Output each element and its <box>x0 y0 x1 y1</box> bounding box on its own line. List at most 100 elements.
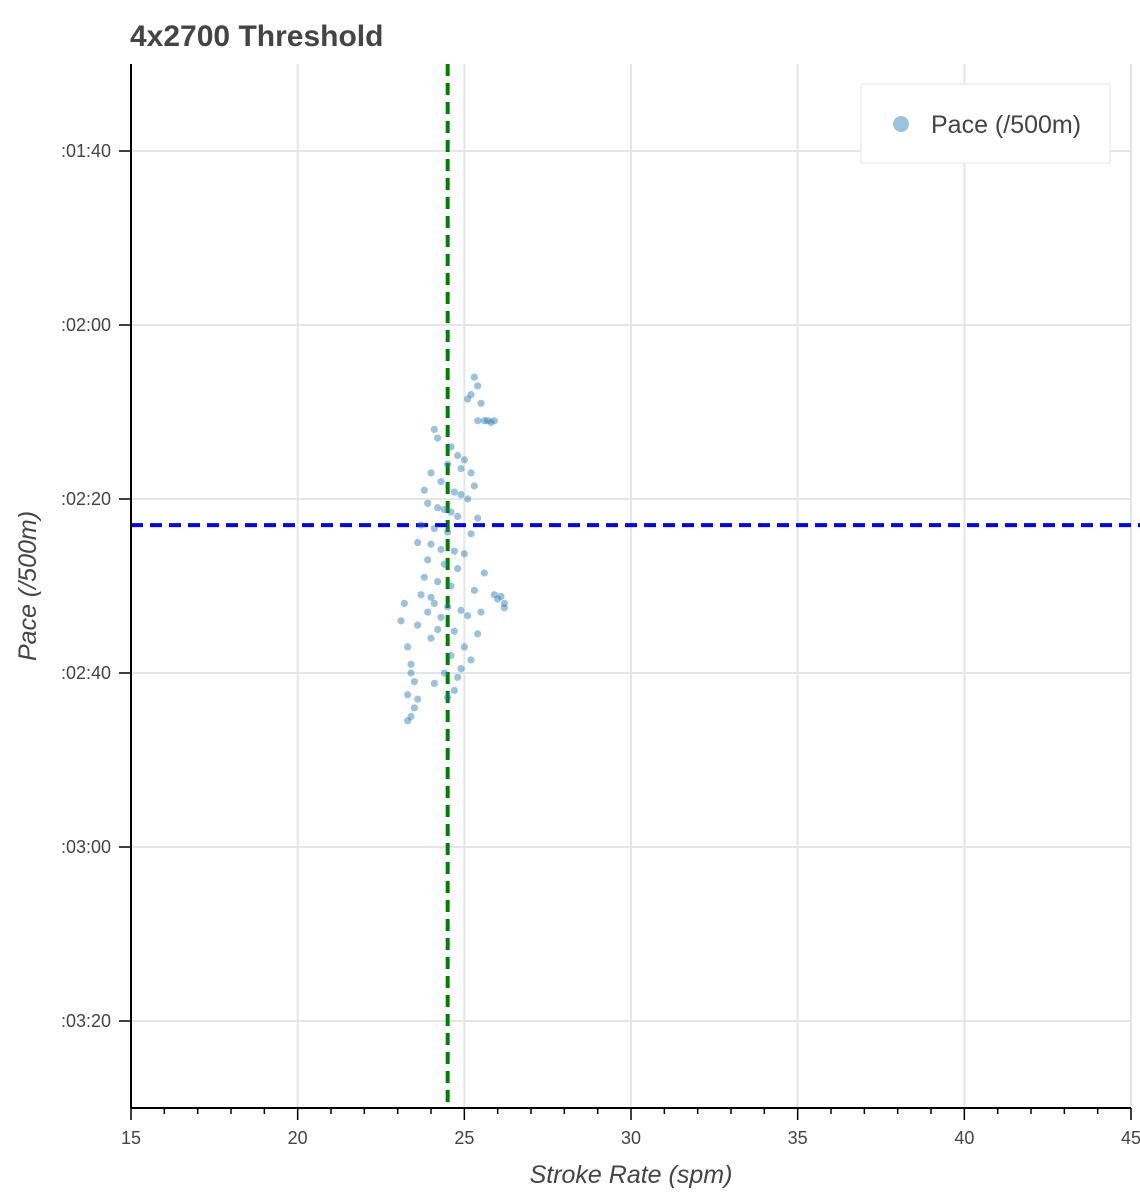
data-point <box>494 595 502 603</box>
y-tick-label: :02:40 <box>61 663 111 683</box>
y-tick-label: :03:00 <box>61 837 111 857</box>
data-point <box>444 603 452 611</box>
data-point <box>477 608 485 616</box>
legend-marker <box>893 116 909 132</box>
data-point <box>444 528 452 536</box>
y-tick-label: :02:20 <box>61 489 111 509</box>
data-point <box>450 488 458 496</box>
data-point <box>470 586 478 594</box>
data-point <box>407 669 415 677</box>
data-point <box>450 627 458 635</box>
data-point <box>427 593 435 601</box>
data-point <box>467 469 475 477</box>
x-axis-label: Stroke Rate (spm) <box>530 1161 733 1189</box>
data-point <box>474 630 482 638</box>
data-point <box>474 417 482 425</box>
data-point <box>397 617 405 625</box>
data-point <box>450 547 458 555</box>
data-point <box>417 521 425 529</box>
data-point <box>414 621 422 629</box>
reference-lines <box>131 64 1140 1108</box>
legend-box <box>860 83 1111 164</box>
data-point <box>497 592 505 601</box>
x-tick-label: 25 <box>454 1128 474 1148</box>
data-point <box>437 545 445 554</box>
data-point <box>500 599 508 608</box>
data-point <box>470 482 478 490</box>
data-point <box>457 665 465 673</box>
data-point <box>490 417 498 425</box>
data-point <box>467 656 475 664</box>
data-point <box>437 478 445 486</box>
data-point <box>430 425 438 433</box>
data-point <box>480 417 488 425</box>
data-point <box>467 391 475 399</box>
data-point <box>460 643 468 651</box>
data-point <box>404 717 412 725</box>
data-point <box>440 669 448 677</box>
data-point <box>490 591 498 599</box>
data-point <box>404 691 412 699</box>
data-point <box>440 560 448 568</box>
data-point <box>414 538 422 547</box>
data-point <box>447 443 455 451</box>
data-point <box>420 573 428 581</box>
y-tick-label: :01:40 <box>61 141 111 161</box>
data-point <box>414 695 422 703</box>
data-point <box>434 504 442 512</box>
data-point <box>444 693 452 701</box>
data-point <box>427 634 435 642</box>
data-point <box>407 660 415 668</box>
data-point <box>447 508 455 516</box>
data-point <box>427 469 435 477</box>
data-point <box>477 399 485 407</box>
data-point <box>434 625 442 634</box>
data-point <box>430 599 438 608</box>
data-point <box>420 486 428 494</box>
data-point <box>440 505 448 514</box>
data-point <box>400 599 408 608</box>
data-point <box>407 712 415 721</box>
data-point <box>444 460 452 468</box>
data-point <box>460 456 468 464</box>
data-point <box>500 604 508 612</box>
data-point <box>427 540 435 548</box>
data-point <box>474 514 482 522</box>
y-tick-label: :02:00 <box>61 315 111 335</box>
chart-title: 4x2700 Threshold <box>130 20 383 53</box>
data-point <box>404 643 412 651</box>
x-tick-label: 40 <box>954 1128 974 1148</box>
data-point <box>424 608 432 616</box>
data-point <box>417 591 425 599</box>
x-tick-label: 30 <box>621 1128 641 1148</box>
data-point <box>470 373 478 381</box>
x-tick-label: 20 <box>288 1128 308 1148</box>
legend: Pace (/500m) <box>860 83 1111 164</box>
data-point <box>447 582 455 590</box>
data-point <box>457 491 465 499</box>
data-point <box>454 451 462 460</box>
data-point <box>434 434 442 442</box>
data-point <box>410 678 418 686</box>
x-tick-label: 45 <box>1121 1128 1140 1148</box>
x-tick-label: 35 <box>788 1128 808 1148</box>
data-point <box>457 464 465 473</box>
data-point <box>460 550 468 558</box>
data-point <box>480 569 488 577</box>
data-point <box>410 704 418 712</box>
data-point <box>430 524 438 533</box>
data-point <box>487 418 495 427</box>
data-point <box>437 613 445 621</box>
data-point <box>450 686 458 695</box>
grid <box>131 64 1132 1108</box>
data-point <box>447 652 455 660</box>
legend-label: Pace (/500m) <box>931 111 1081 139</box>
x-tick-label: 15 <box>121 1128 141 1148</box>
data-point <box>467 530 475 538</box>
data-point <box>424 556 432 564</box>
data-point <box>464 495 472 503</box>
data-point <box>454 512 462 521</box>
data-point <box>454 565 462 573</box>
y-tick-label: :03:20 <box>61 1011 111 1031</box>
